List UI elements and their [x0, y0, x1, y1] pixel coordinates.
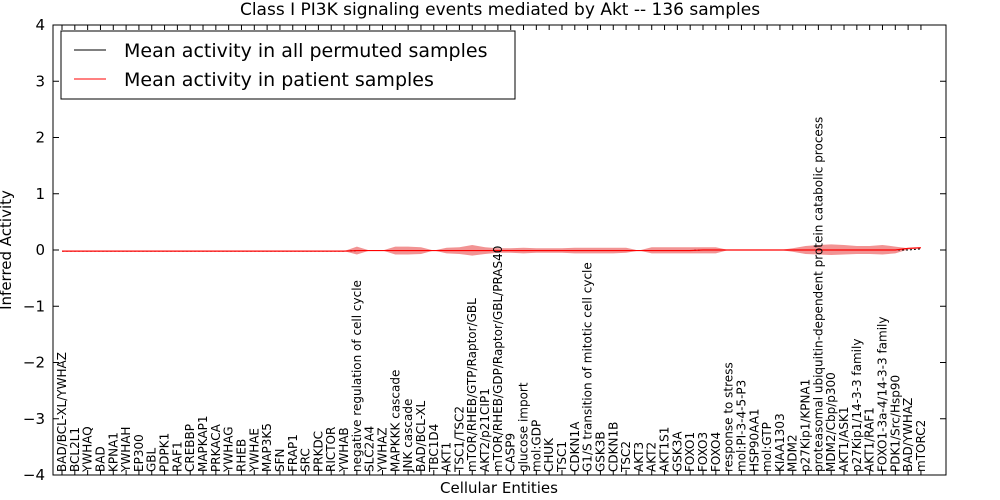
x-category-label: PRKDC [311, 431, 325, 472]
legend-box [60, 30, 516, 100]
x-category-label: GSK3B [593, 431, 607, 472]
x-category-label: SRC [299, 448, 313, 472]
x-category-label: p27Kip1/KPNA1 [799, 379, 813, 472]
x-category-label: mol:GTP [760, 422, 774, 472]
x-category-label: GSK3A [670, 431, 684, 472]
x-category-label: YWHAB [337, 427, 351, 473]
x-category-label: mol:GDP [529, 420, 543, 472]
x-category-label: YWHAQ [81, 426, 95, 473]
x-category-label: BAD/YWHAZ [901, 398, 915, 472]
x-category-label: mTOR/RHEB/GDP/Raptor/GBL/PRAS40 [491, 246, 505, 472]
y-tick-label: 2 [35, 129, 45, 147]
x-category-label: mol:PI-3-4-5-P3 [735, 380, 749, 472]
chart-title: Class I PI3K signaling events mediated b… [240, 0, 760, 20]
x-category-label: BCL2L1 [68, 427, 82, 472]
y-tick-label: 4 [35, 16, 45, 34]
y-tick-label: −3 [23, 410, 45, 428]
x-category-label: FOXO1-3a-4/14-3-3 family [876, 317, 890, 473]
x-category-label: AKT2 [645, 442, 659, 472]
x-category-label: BAD/BCL-XL/YWHAZ [55, 352, 69, 472]
x-category-label: RHEB [235, 439, 249, 472]
x-category-label: AKT1S1 [658, 427, 672, 472]
x-axis: BAD/BCL-XL/YWHAZBCL2L1YWHAQBADKPNA1YWHAH… [55, 25, 928, 475]
x-category-label: p27Kip1/14-3-3 family [850, 339, 864, 472]
x-category-label: TBC1D4 [427, 424, 441, 473]
x-category-label: CDKN1B [606, 422, 620, 472]
series-line-patient [62, 247, 921, 252]
x-category-label: CREBBP [183, 424, 197, 472]
x-category-label: BAD [94, 446, 108, 472]
x-category-label: AKT2/p21CIP1 [478, 388, 492, 472]
x-category-label: glucose import [517, 382, 531, 472]
x-category-label: SFN [273, 449, 287, 473]
x-category-label: TSC1/TSC2 [452, 406, 466, 473]
x-category-label: YWHAE [247, 428, 261, 473]
x-category-label: AKT3 [632, 442, 646, 472]
x-category-label: SLC2A4 [363, 426, 377, 472]
x-category-label: RAF1 [170, 441, 184, 472]
x-category-label: proteasomal ubiquitin-dependent protein … [811, 117, 825, 472]
x-category-label: HSP90AA1 [747, 408, 761, 472]
x-category-label: response to stress [722, 362, 736, 472]
x-category-label: MDM2/Cbp/p300 [824, 372, 838, 472]
legend-label-permuted: Mean activity in all permuted samples [124, 40, 487, 62]
x-category-label: TSC1 [555, 441, 569, 473]
y-tick-label: 1 [35, 185, 45, 203]
x-category-label: BAD/BCL-XL [414, 400, 428, 472]
x-category-label: PDK1/Src/Hsp90 [888, 375, 902, 472]
y-axis-label: Inferred Activity [0, 190, 15, 310]
x-category-label: TSC2 [619, 441, 633, 473]
x-category-label: CASP9 [504, 433, 518, 472]
y-tick-label: −2 [23, 354, 45, 372]
x-category-label: CHUK [542, 437, 556, 472]
x-category-label: FRAP1 [286, 434, 300, 472]
line-layer [62, 247, 921, 252]
x-category-label: YWHAG [222, 426, 236, 473]
y-tick-label: 3 [35, 72, 45, 90]
x-category-label: PRKACA [209, 423, 223, 472]
y-tick-label: −1 [23, 297, 45, 315]
x-category-label: AKT1/ASK1 [837, 407, 851, 472]
y-axis: 4 3 2 1 0 −1 −2 −3 −4 [23, 16, 946, 484]
x-category-label: AKT1/RAF1 [863, 407, 877, 472]
y-tick-label: −4 [23, 466, 45, 484]
x-category-label: G1/S transition of mitotic cell cycle [581, 262, 595, 472]
legend: Mean activity in all permuted samples Me… [60, 30, 516, 100]
x-category-label: RICTOR [324, 427, 338, 472]
x-category-label: MAP3K5 [260, 423, 274, 472]
x-category-label: FOXO3 [696, 432, 710, 472]
x-axis-label: Cellular Entities [440, 479, 558, 497]
x-category-label: EP300 [132, 434, 146, 472]
legend-label-patient: Mean activity in patient samples [124, 69, 434, 91]
x-category-label: mTOR/RHEB/GTP/Raptor/GBL [465, 298, 479, 472]
x-category-label: YWHAZ [376, 427, 390, 473]
x-category-label: GBL [145, 447, 159, 472]
x-category-label: YWHAH [119, 427, 133, 473]
x-category-label: KIAA1303 [773, 413, 787, 472]
x-category-label: negative regulation of cell cycle [350, 280, 364, 472]
x-category-label: PDPK1 [158, 433, 172, 472]
x-category-label: CDKN1A [568, 421, 582, 472]
x-category-label: MAPKAP1 [196, 415, 210, 472]
x-category-label: FOXO1 [683, 432, 697, 472]
x-category-label: MDM2 [786, 434, 800, 472]
x-category-label: FOXO4 [709, 432, 723, 472]
x-category-label: KPNA1 [106, 432, 120, 472]
x-category-label: AKT1 [440, 442, 454, 472]
x-category-label: JNK cascade [401, 399, 415, 473]
x-category-label: MAPKKK cascade [388, 370, 402, 472]
y-tick-label: 0 [35, 241, 45, 259]
x-category-label: mTORC2 [914, 420, 928, 472]
